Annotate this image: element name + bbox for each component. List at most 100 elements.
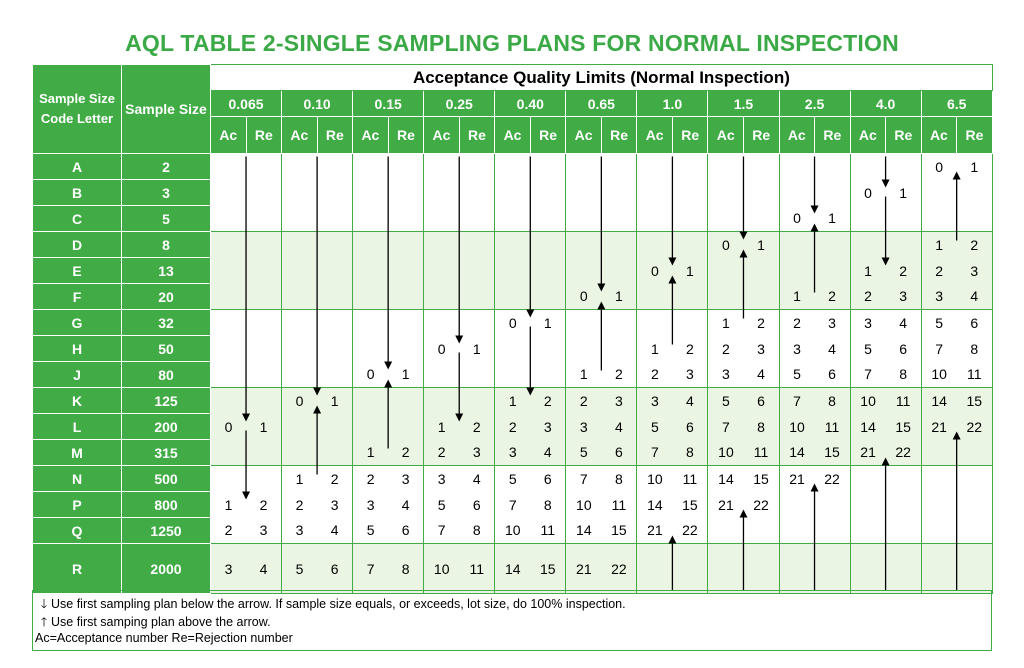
re-value-cell bbox=[317, 153, 353, 180]
ac-value-cell bbox=[352, 283, 389, 310]
code-letter-cell: F bbox=[32, 283, 122, 310]
re-value-cell: 4 bbox=[672, 387, 708, 414]
ac-value-cell bbox=[565, 205, 602, 232]
re-value-cell bbox=[885, 231, 922, 258]
re-value-cell: 3 bbox=[757, 340, 765, 357]
ac-value-cell bbox=[281, 283, 318, 310]
ac-value-cell bbox=[636, 179, 673, 206]
re-value-cell bbox=[885, 153, 922, 180]
re-value-cell bbox=[601, 231, 637, 258]
ac-value-cell: 0 bbox=[920, 153, 957, 180]
re-value-cell bbox=[246, 439, 282, 466]
re-value-cell bbox=[246, 362, 282, 388]
ac-value-cell: 0 bbox=[210, 413, 247, 440]
table-row: M 315 1 2 2 3 3 4 5 6 7 8 10 11 14 15 21 22 bbox=[32, 439, 993, 466]
ac-value-cell bbox=[423, 387, 460, 414]
re-value-cell: 6 bbox=[899, 340, 907, 357]
notes-box: 🡓 Use first sampling plan below the arrow… bbox=[32, 590, 992, 651]
re-value-cell bbox=[672, 180, 708, 206]
ac-value-cell bbox=[281, 257, 318, 284]
ac-value-cell bbox=[849, 465, 886, 492]
re-value-cell bbox=[672, 309, 708, 336]
re-value-cell: 8 bbox=[743, 413, 779, 440]
ac-value-cell bbox=[210, 205, 247, 232]
ac-value-cell bbox=[920, 517, 957, 544]
ac-value-cell bbox=[778, 517, 815, 544]
note-down-text: Use first sampling plan below the arrow.… bbox=[51, 597, 626, 611]
sample-size-cell: 315 bbox=[121, 439, 211, 466]
ac-value-cell: 2 bbox=[210, 517, 247, 544]
ac-value-cell bbox=[281, 309, 318, 336]
ac-value-cell bbox=[778, 257, 815, 284]
ac-value-cell bbox=[707, 517, 744, 544]
ac-value-cell bbox=[423, 179, 460, 206]
ac-value-cell: 5 bbox=[920, 309, 957, 336]
code-letter-cell: D bbox=[32, 231, 122, 258]
ac-value-cell: 7 bbox=[636, 439, 673, 466]
re-value-cell: 22 bbox=[753, 496, 769, 513]
re-value-cell bbox=[246, 231, 282, 258]
ac-value-cell bbox=[281, 205, 318, 232]
ac-value-cell: 1 bbox=[352, 439, 389, 466]
re-value-cell: 4 bbox=[246, 543, 282, 594]
re-value-cell bbox=[246, 309, 282, 336]
re-value-cell: 3 bbox=[330, 496, 339, 513]
table-row: N 500 1 2 2 3 3 4 5 6 7 8 10 11 14 15 21 22 bbox=[32, 465, 993, 492]
ac-value-cell: 14 bbox=[707, 465, 744, 492]
re-value-cell bbox=[459, 180, 495, 206]
re-header: Re bbox=[956, 116, 993, 154]
ac-value-cell: 5 bbox=[565, 439, 602, 466]
re-value-cell: 1 bbox=[246, 413, 282, 440]
table-row: J 80 0 1 1 2 2 3 3 4 5 6 7 8 10 11 bbox=[32, 361, 993, 388]
sample-size-cell: 800 bbox=[121, 491, 211, 518]
header-code-letter: Sample Size Code Letter bbox=[32, 64, 122, 154]
sample-size-cell: 80 bbox=[121, 361, 211, 388]
re-value-cell bbox=[743, 518, 779, 544]
re-value-cell: 11 bbox=[540, 522, 556, 539]
re-value-cell: 3 bbox=[814, 309, 851, 336]
re-value-cell bbox=[388, 206, 424, 232]
aql-level-header: 0.25 bbox=[423, 90, 496, 117]
ac-header: Ac bbox=[636, 116, 673, 154]
re-value-cell bbox=[601, 257, 637, 284]
code-letter-cell: H bbox=[32, 335, 122, 362]
code-letter-cell: C bbox=[32, 205, 122, 232]
re-value-cell: 4 bbox=[401, 496, 410, 513]
ac-header: Ac bbox=[707, 116, 744, 154]
code-letter-cell: R bbox=[32, 543, 122, 594]
ac-value-cell: 0 bbox=[707, 231, 744, 258]
ac-value-cell: 2 bbox=[281, 491, 318, 518]
re-value-cell: 22 bbox=[601, 543, 637, 594]
ac-value-cell: 2 bbox=[565, 387, 602, 414]
ac-value-cell bbox=[636, 283, 673, 310]
note-up: 🡑 Use first samping plan above the arrow. bbox=[37, 613, 271, 634]
ac-value-cell bbox=[423, 309, 460, 336]
re-value-cell: 3 bbox=[259, 522, 268, 539]
up-arrow-icon: 🡑 bbox=[40, 615, 48, 629]
re-value-cell: 8 bbox=[543, 496, 552, 513]
ac-value-cell bbox=[707, 153, 744, 180]
re-value-cell bbox=[743, 206, 779, 232]
re-value-cell bbox=[459, 387, 495, 414]
re-value-cell bbox=[886, 518, 922, 544]
ac-value-cell: 7 bbox=[352, 543, 389, 594]
re-value-cell: 2 bbox=[686, 340, 694, 357]
ac-header: Ac bbox=[352, 116, 389, 154]
header-sample-size: Sample Size bbox=[121, 64, 211, 154]
sample-size-cell: 32 bbox=[121, 309, 211, 336]
re-header: Re bbox=[387, 116, 425, 154]
re-value-cell bbox=[317, 206, 353, 232]
re-value-cell: 1 bbox=[601, 283, 637, 310]
re-value-cell: 3 bbox=[388, 465, 424, 492]
ac-value-cell bbox=[281, 361, 318, 388]
table-row: P 800 1 2 2 3 3 4 5 6 7 8 10 11 14 15 21 22 bbox=[32, 491, 993, 518]
re-value-cell bbox=[530, 206, 566, 232]
aql-level-header: 4.0 bbox=[849, 90, 922, 117]
re-value-cell: 8 bbox=[672, 439, 708, 466]
ac-value-cell bbox=[920, 205, 957, 232]
re-value-cell: 4 bbox=[601, 413, 637, 440]
ac-value-cell bbox=[565, 179, 602, 206]
re-value-cell bbox=[957, 518, 993, 544]
ac-value-cell bbox=[707, 543, 744, 594]
ac-value-cell: 0 bbox=[565, 283, 602, 310]
